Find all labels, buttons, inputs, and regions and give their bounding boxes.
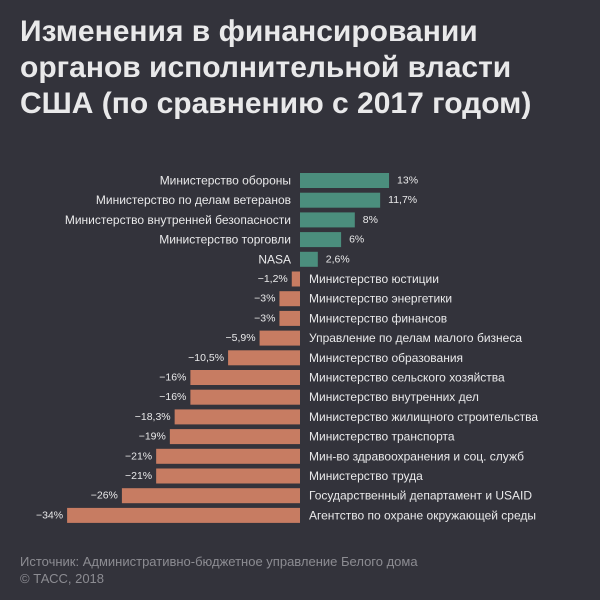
- bar-12: [190, 389, 300, 405]
- category-label-6: Министерство юстиции: [309, 272, 439, 286]
- bar-4: [300, 232, 342, 248]
- value-label-10: −10,5%: [188, 352, 224, 364]
- value-label-14: −19%: [139, 431, 166, 443]
- title-line-2: органов исполнительной власти: [20, 51, 512, 84]
- bar-10: [228, 350, 300, 366]
- category-label-14: Министерство транспорта: [309, 430, 455, 444]
- value-label-18: −34%: [36, 509, 63, 521]
- category-label-10: Министерство образования: [309, 351, 463, 365]
- bar-6: [291, 271, 300, 287]
- value-label-15: −21%: [125, 450, 152, 462]
- category-label-17: Государственный департамент и USAID: [309, 489, 532, 503]
- bar-18: [67, 507, 300, 523]
- value-label-5: 2,6%: [326, 253, 350, 265]
- bar-14: [169, 429, 300, 445]
- category-label-1: Министерство обороны: [160, 174, 291, 188]
- category-label-13: Министерство жилищного строительства: [309, 410, 538, 424]
- value-label-1: 13%: [397, 175, 418, 187]
- category-label-18: Агентство по охране окружающей среды: [309, 508, 536, 522]
- chart-title: Изменения в финансировании органов испол…: [20, 14, 580, 122]
- category-label-11: Министерство сельского хозяйства: [309, 371, 505, 385]
- bar-16: [156, 468, 300, 484]
- bar-7: [279, 291, 300, 307]
- bar-15: [156, 448, 300, 464]
- bar-17: [121, 488, 301, 504]
- category-label-12: Министерство внутренних дел: [309, 390, 479, 404]
- category-label-4: Министерство торговли: [159, 233, 291, 247]
- bar-9: [259, 330, 300, 346]
- source-note: Источник: Административно-бюджетное упра…: [20, 554, 418, 569]
- copyright-note: © ТАСС, 2018: [20, 571, 105, 586]
- bar-1: [300, 173, 390, 188]
- category-label-3: Министерство внутренней безопасности: [65, 213, 291, 227]
- value-label-13: −18,3%: [135, 411, 171, 423]
- category-label-15: Мин-во здравоохранения и соц. служб: [309, 449, 524, 463]
- bar-2: [300, 192, 381, 208]
- value-label-7: −3%: [254, 293, 275, 305]
- value-label-16: −21%: [125, 470, 152, 482]
- category-label-8: Министерство финансов: [309, 311, 447, 325]
- category-label-5: NASA: [258, 252, 291, 266]
- value-label-11: −16%: [159, 372, 186, 384]
- value-label-2: 11,7%: [388, 194, 417, 206]
- value-label-6: −1,2%: [258, 273, 288, 285]
- footer: Источник: Административно-бюджетное упра…: [20, 553, 418, 587]
- bar-3: [300, 212, 355, 228]
- title-line-3: США (по сравнению с 2017 годом): [20, 87, 532, 120]
- category-label-16: Министерство труда: [309, 469, 423, 483]
- bar-11: [190, 370, 300, 385]
- value-label-9: −5,9%: [226, 332, 256, 344]
- category-label-9: Управление по делам малого бизнеса: [309, 331, 522, 345]
- category-label-7: Министерство энергетики: [309, 292, 452, 306]
- category-label-2: Министерство по делам ветеранов: [96, 193, 291, 207]
- value-label-8: −3%: [254, 312, 275, 324]
- bar-13: [174, 409, 300, 425]
- title-line-1: Изменения в финансировании: [20, 15, 478, 48]
- value-label-17: −26%: [91, 490, 118, 502]
- value-label-12: −16%: [159, 391, 186, 403]
- bar-8: [279, 310, 300, 326]
- bar-5: [300, 251, 318, 267]
- value-label-4: 6%: [349, 234, 364, 246]
- value-label-3: 8%: [363, 214, 378, 226]
